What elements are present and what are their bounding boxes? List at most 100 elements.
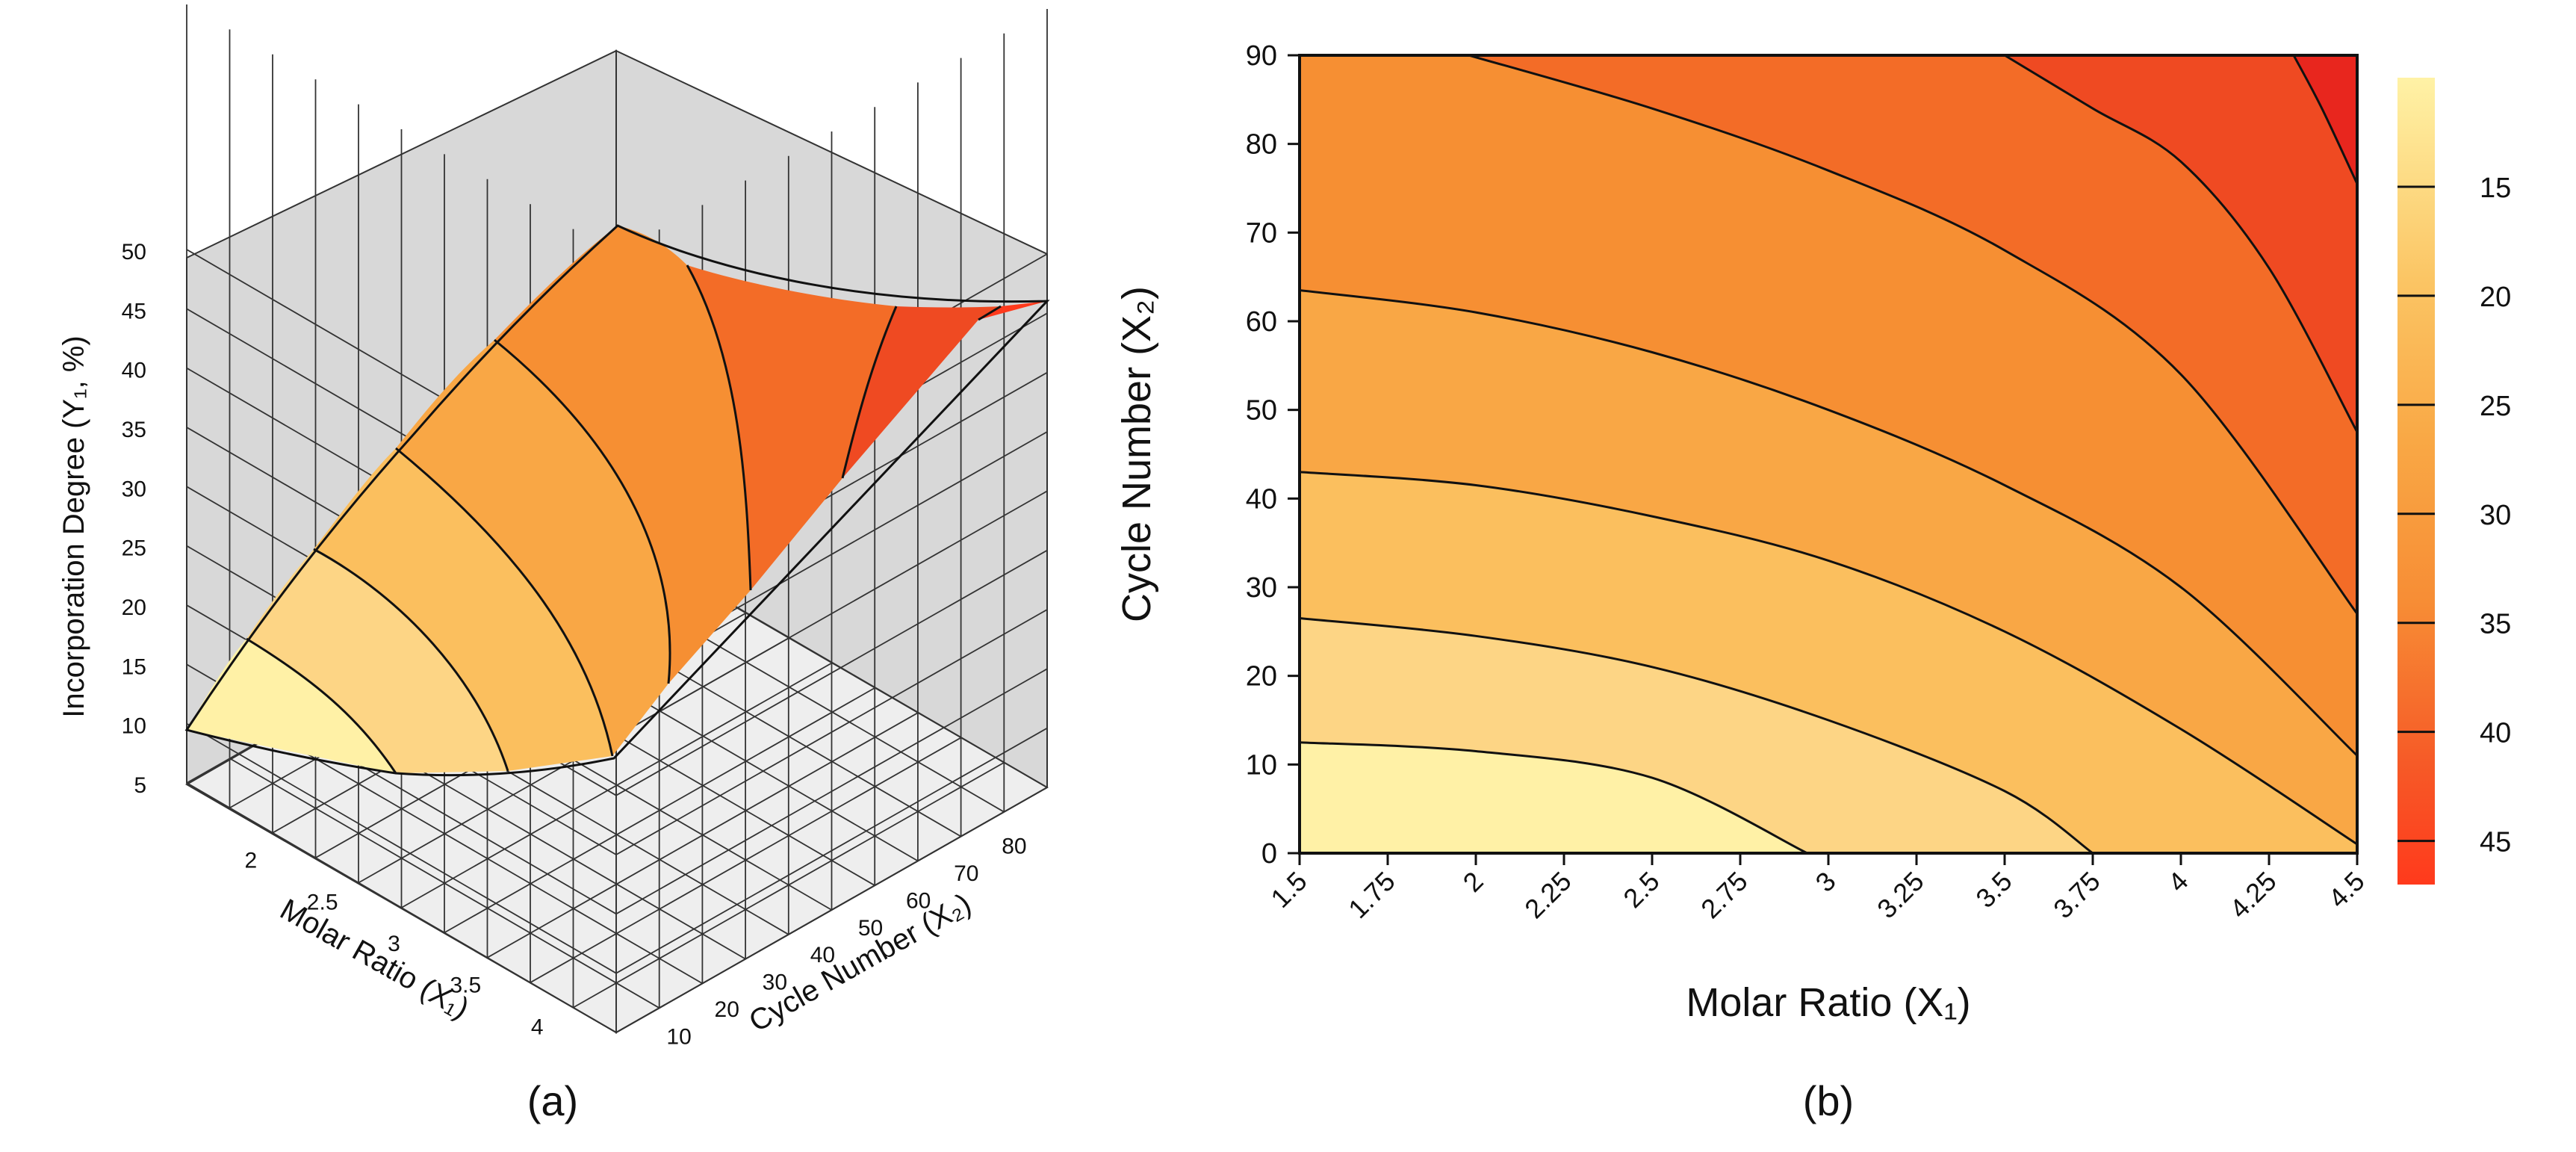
x-tick-label: 3	[388, 932, 400, 956]
contour-line-15	[1300, 741, 1808, 853]
z-tick-label: 35	[122, 418, 146, 442]
z-tick-label: 50	[122, 240, 146, 264]
contour-line-20	[1300, 617, 2094, 853]
x-tick-label: 1.5	[1264, 866, 1312, 914]
wall-gridline	[615, 490, 1048, 737]
y-tick-label: 0	[1261, 838, 1277, 870]
x-tick-label: 1.75	[1342, 866, 1401, 925]
surface-3d-panel: 5 10 15 20 25 30 35 40 45 50 2 2.5 3 3.5 4 10 20 30 40 50…	[58, 4, 1050, 1124]
surface-region-5	[494, 226, 751, 684]
wall-gridline	[615, 668, 1048, 915]
surface-contour-40	[841, 306, 898, 479]
wall-gridline	[615, 549, 1048, 796]
y-tick-label: 10	[1246, 749, 1277, 781]
contour-panel: 1.5 1.75 2 2.25 2.5 2.75 3 3.25 3.5 3.75 4 4.25 4.5 …	[1114, 40, 2511, 1124]
surface-contour-30	[494, 338, 671, 684]
contour-lines	[1300, 55, 2357, 853]
surface-contour-25	[395, 447, 614, 757]
y-tick-label: 40	[1246, 483, 1277, 515]
z-axis-ticks: 5 10 15 20 25 30 35 40 45 50	[122, 240, 146, 798]
surface-contour-20	[313, 548, 509, 772]
contour-fills	[1300, 55, 2357, 853]
z-tick-label: 25	[122, 536, 146, 561]
x-tick-label: 3.5	[1970, 866, 2017, 914]
wall-gridline	[186, 722, 617, 974]
colorbar-tick-label: 30	[2480, 500, 2511, 531]
surface-contour-15	[246, 637, 397, 774]
x-tick-label: 3.25	[1871, 866, 1930, 925]
x-tick-label: 2.25	[1518, 866, 1577, 925]
colorbar-tick-label: 40	[2480, 718, 2511, 749]
surface-region-7	[842, 306, 1002, 478]
surface-region-6	[687, 265, 896, 590]
x-axis-ticks: 2 2.5 3 3.5 4	[244, 849, 543, 1040]
x-axis-title: Molar Ratio (X₁)	[1686, 980, 1970, 1025]
y-tick-label: 60	[1246, 306, 1277, 338]
z-axis-title: Incorporation Degree (Y₁, %)	[58, 335, 90, 718]
y-tick-label: 20	[1246, 661, 1277, 693]
contour-band-fill	[2294, 55, 2357, 185]
x-tick-label: 4	[2162, 866, 2194, 898]
colorbar-tick-label: 20	[2480, 282, 2511, 313]
y-tick-label: 70	[954, 861, 978, 886]
x-tick-label: 4.25	[2223, 866, 2282, 925]
y-tick-label: 60	[906, 888, 931, 913]
x-tick-label: 2.75	[1695, 866, 1754, 925]
y-tick-label: 10	[666, 1025, 691, 1050]
x-tick-label: 2.5	[1617, 866, 1665, 914]
y-tick-label: 80	[1002, 834, 1026, 858]
z-tick-label: 45	[122, 299, 146, 323]
wall-gridline	[615, 727, 1048, 974]
z-tick-label: 5	[134, 773, 146, 798]
contour-line-45	[2292, 55, 2357, 185]
panel-b-label: (b)	[1803, 1077, 1854, 1124]
surface-region-8	[978, 301, 1047, 320]
x-tick-label: 2	[1457, 866, 1489, 898]
x-tick-label: 2	[244, 849, 257, 873]
surface-contour-45	[978, 305, 1002, 321]
contour-line-35	[1468, 55, 2357, 615]
panel-a-label: (a)	[527, 1077, 578, 1124]
y-axis-title: Cycle Number (X₂)	[1114, 286, 1159, 622]
y-axis-ticks: 0 10 20 30 40 50 60 70 80 90	[1246, 40, 1300, 870]
colorbar-tick-label: 45	[2480, 827, 2511, 858]
x-tick-label: 3.75	[2047, 866, 2106, 925]
y-tick-label: 30	[763, 970, 787, 995]
x-tick-label: 2.5	[307, 890, 338, 914]
y-tick-label: 50	[858, 916, 883, 941]
y-tick-label: 80	[1246, 129, 1277, 161]
surface-contour-35	[686, 264, 752, 591]
contour-line-30	[1300, 289, 2357, 757]
contour-band-fill	[1468, 55, 2357, 614]
colorbar-tick-label: 35	[2480, 609, 2511, 640]
response-surface	[184, 224, 1050, 777]
x-tick-label: 3	[1810, 866, 1842, 898]
surface-region-4	[396, 340, 670, 756]
colorbar-tick-label: 15	[2480, 173, 2511, 204]
z-tick-label: 10	[122, 714, 146, 739]
x-tick-label: 4	[531, 1015, 544, 1039]
z-tick-label: 20	[122, 595, 146, 620]
colorbar-tick-label: 25	[2480, 391, 2511, 422]
surface-region-3	[314, 448, 612, 771]
x-tick-label: 3.5	[450, 973, 481, 998]
y-tick-label: 50	[1246, 395, 1277, 427]
y-axis-ticks: 10 20 30 40 50 60 70 80	[666, 834, 1026, 1049]
colorbar-ticks: 15 20 25 30 35 40 45	[2397, 173, 2511, 858]
contour-line-40	[2004, 55, 2357, 433]
contour-line-25	[1300, 471, 2357, 846]
y-tick-label: 70	[1246, 217, 1277, 249]
y-tick-label: 20	[715, 997, 739, 1022]
surface-region-1	[187, 639, 396, 773]
z-tick-label: 30	[122, 477, 146, 501]
surface-region-2	[246, 549, 508, 773]
y-tick-label: 30	[1246, 572, 1277, 604]
colorbar	[2397, 78, 2435, 885]
y-tick-label: 90	[1246, 40, 1277, 72]
y-tick-label: 40	[810, 943, 835, 967]
contour-band-fill	[2005, 55, 2357, 433]
wall-gridline	[615, 609, 1048, 855]
x-axis-ticks: 1.5 1.75 2 2.25 2.5 2.75 3 3.25 3.5 3.75 4 4.25 4.5	[1264, 853, 2371, 925]
z-tick-label: 15	[122, 654, 146, 679]
